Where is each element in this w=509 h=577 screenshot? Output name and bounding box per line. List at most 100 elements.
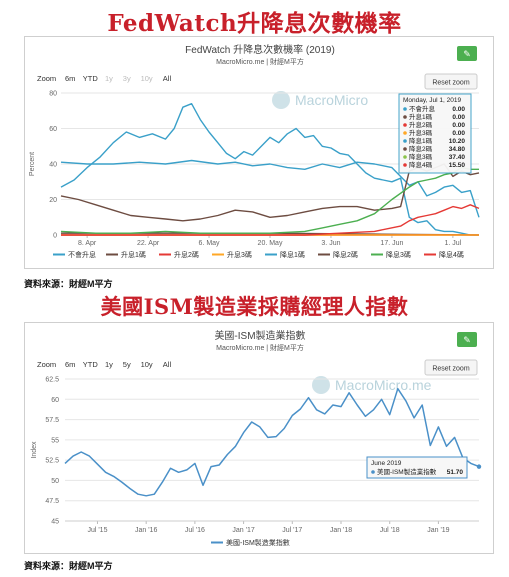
ism-chart-panel: 美國-ISM製造業指數 MacroMicro.me | 財經M平方 ✎ Zoom 6m Y… xyxy=(24,322,494,554)
reset-zoom-label: Reset zoom xyxy=(432,80,470,87)
tooltip-marker xyxy=(403,163,407,167)
tooltip-marker xyxy=(403,155,407,159)
y-tick-label: 45 xyxy=(51,519,59,526)
chart-title: 美國-ISM製造業指數 xyxy=(214,329,305,342)
tooltip-header: June 2019 xyxy=(371,460,402,467)
watermark-logo xyxy=(312,376,330,394)
zoom-option-All[interactable]: All xyxy=(163,360,172,369)
x-tick-label: Jul '17 xyxy=(282,527,302,534)
tooltip-label: 升息1碼 xyxy=(409,112,433,121)
tooltip-marker xyxy=(403,131,407,135)
legend-label[interactable]: 升息2碼 xyxy=(174,250,199,259)
chart-subtitle: MacroMicro.me | 財經M平方 xyxy=(216,57,304,66)
tooltip-box xyxy=(366,456,468,479)
series-line-0 xyxy=(60,103,479,236)
pencil-icon: ✎ xyxy=(463,335,471,345)
x-tick-label: Jan '18 xyxy=(330,527,352,534)
tooltip-label: 升息2碼 xyxy=(409,120,433,129)
tooltip-marker xyxy=(371,470,375,474)
fedwatch-chart: FedWatch 升降息次數機率 (2019)MacroMicro.me | 財… xyxy=(29,43,480,259)
zoom-option-3y[interactable]: 3y xyxy=(123,74,131,83)
tooltip-value: 34.80 xyxy=(449,146,466,153)
watermark-logo xyxy=(272,91,290,109)
x-tick-label: 17. Jun xyxy=(380,240,403,247)
zoom-option-1y[interactable]: 1y xyxy=(105,360,113,369)
tooltip-value: 0.00 xyxy=(452,114,465,121)
y-tick-label: 60 xyxy=(51,397,59,404)
reset-zoom-button[interactable] xyxy=(424,359,478,376)
tooltip-label: 降息2碼 xyxy=(409,144,433,153)
headline-fedwatch: FedWatch升降息次數機率 xyxy=(107,10,402,37)
tooltip-value: 0.00 xyxy=(452,106,465,113)
tooltip-value: 0.00 xyxy=(452,130,465,137)
tooltip-marker xyxy=(403,139,407,143)
tooltip-value: 37.40 xyxy=(449,154,466,161)
tooltip-label: 降息1碼 xyxy=(409,136,433,145)
zoom-option-6m[interactable]: 6m xyxy=(65,360,75,369)
tooltip-marker xyxy=(403,147,407,151)
x-tick-label: 8. Apr xyxy=(78,240,97,247)
reset-zoom-button[interactable] xyxy=(424,73,478,90)
y-tick-label: 0 xyxy=(53,233,57,240)
y-tick-label: 62.5 xyxy=(45,377,59,384)
y-tick-label: 50 xyxy=(51,478,59,485)
x-tick-label: Jan '16 xyxy=(135,527,157,534)
tooltip-box xyxy=(398,93,472,174)
zoom-option-YTD[interactable]: YTD xyxy=(83,360,99,369)
watermark-text: MacroMicro.me xyxy=(335,377,432,393)
x-tick-label: 22. Apr xyxy=(137,240,160,247)
tooltip-label: 降息4碼 xyxy=(409,160,433,169)
chart-subtitle: MacroMicro.me | 財經M平方 xyxy=(216,343,304,352)
tooltip-label: 不會升息 xyxy=(409,104,436,113)
series-line-4 xyxy=(60,159,480,218)
tooltip-marker xyxy=(403,123,407,127)
legend-label[interactable]: 降息3碼 xyxy=(386,250,411,259)
zoom-option-10y[interactable]: 10y xyxy=(141,74,153,83)
y-tick-label: 52.5 xyxy=(45,458,59,465)
y-tick-label: 20 xyxy=(49,197,57,204)
zoom-option-All[interactable]: All xyxy=(163,74,172,83)
watermark-text: MacroMicro xyxy=(295,92,368,108)
x-tick-label: Jan '17 xyxy=(232,527,254,534)
series-line-ism xyxy=(64,387,480,497)
y-tick-label: 60 xyxy=(49,126,57,133)
x-tick-label: Jul '18 xyxy=(380,527,400,534)
legend-label[interactable]: 降息4碼 xyxy=(439,250,464,259)
tooltip-value: 0.00 xyxy=(452,122,465,129)
legend-label[interactable]: 降息2碼 xyxy=(333,250,358,259)
series-line-6 xyxy=(60,166,479,234)
legend-label[interactable]: 不會升息 xyxy=(68,250,96,259)
pencil-icon: ✎ xyxy=(463,49,471,59)
y-axis-label: Index xyxy=(31,441,38,459)
zoom-option-1y[interactable]: 1y xyxy=(105,74,113,83)
x-tick-label: 6. May xyxy=(199,240,221,247)
y-tick-label: 57.5 xyxy=(45,417,59,424)
tooltip-marker xyxy=(403,115,407,119)
x-tick-label: 1. Jul xyxy=(445,240,462,247)
x-tick-label: 20. May xyxy=(258,240,283,247)
zoom-label: Zoom xyxy=(37,360,56,369)
x-tick-label: Jul '15 xyxy=(87,527,107,534)
zoom-option-10y[interactable]: 10y xyxy=(141,360,153,369)
zoom-option-6m[interactable]: 6m xyxy=(65,74,75,83)
legend-label[interactable]: 美國-ISM製造業指數 xyxy=(226,538,290,547)
edit-button[interactable] xyxy=(457,332,477,347)
legend-label[interactable]: 升息1碼 xyxy=(121,250,146,259)
y-tick-label: 80 xyxy=(49,91,57,98)
x-tick-label: Jul '16 xyxy=(185,527,205,534)
y-tick-label: 55 xyxy=(51,437,59,444)
edit-button[interactable] xyxy=(457,46,477,61)
legend-label[interactable]: 升息3碼 xyxy=(227,250,252,259)
series-line-7 xyxy=(61,204,480,236)
tooltip-value: 15.50 xyxy=(449,162,466,169)
tooltip-label: 降息3碼 xyxy=(409,152,433,161)
zoom-option-5y[interactable]: 5y xyxy=(123,360,131,369)
zoom-option-YTD[interactable]: YTD xyxy=(83,74,99,83)
source-note-1: 資料來源：財經M平方 xyxy=(24,279,113,289)
tooltip-value: 51.70 xyxy=(447,469,464,476)
zoom-label: Zoom xyxy=(37,74,56,83)
y-axis-label: Percent xyxy=(29,152,36,176)
series-last-point xyxy=(476,464,482,469)
legend-label[interactable]: 降息1碼 xyxy=(280,250,305,259)
